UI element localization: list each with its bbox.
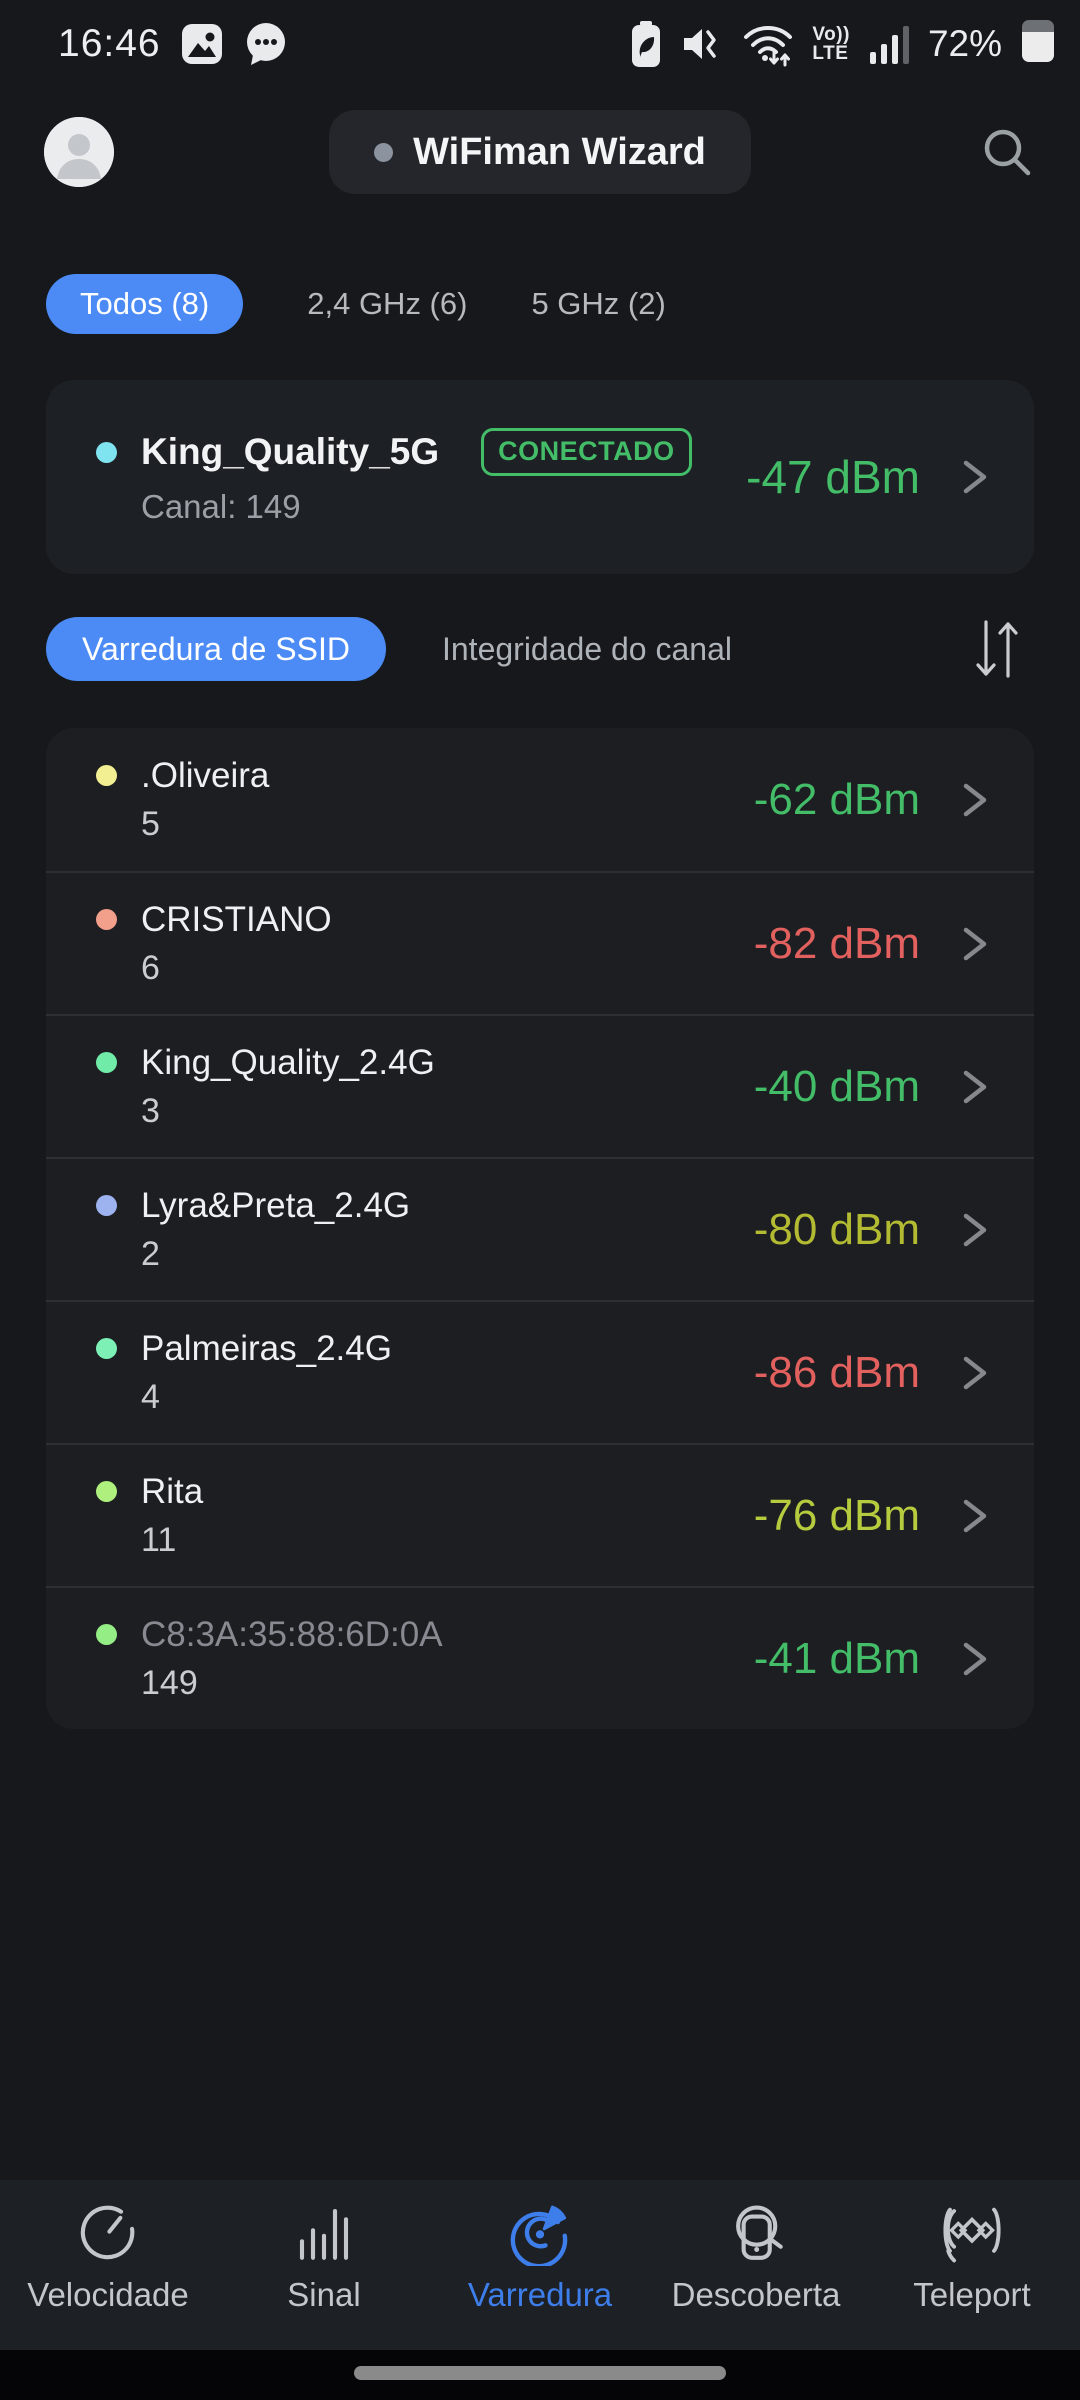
nav-label: Velocidade xyxy=(27,2276,189,2313)
network-channel: 4 xyxy=(141,1377,160,1416)
signal-bars-icon xyxy=(868,22,910,66)
sort-icon xyxy=(976,620,1018,678)
network-row[interactable]: Lyra&Preta_2.4G 2 -80 dBm xyxy=(46,1157,1034,1300)
network-row[interactable]: Rita 11 -76 dBm xyxy=(46,1443,1034,1586)
chevron-right-icon[interactable] xyxy=(944,1637,1006,1681)
chevron-right-icon[interactable] xyxy=(944,778,1006,822)
connected-network-name: King_Quality_5G xyxy=(141,431,440,472)
view-tabs-row: Varredura de SSID Integridade do canal xyxy=(46,616,1034,682)
network-dot xyxy=(96,1624,117,1645)
network-name: C8:3A:35:88:6D:0A xyxy=(141,1614,443,1654)
clock: 16:46 xyxy=(58,22,161,65)
network-channel: 2 xyxy=(141,1234,160,1273)
nav-item-teleport[interactable]: Teleport xyxy=(864,2200,1080,2350)
header: WiFiman Wizard xyxy=(0,104,1080,200)
signal-value: -41 dBm xyxy=(753,1633,920,1683)
signal-value: -86 dBm xyxy=(753,1347,920,1397)
nav-item-descoberta[interactable]: Descoberta xyxy=(648,2200,864,2350)
chevron-right-icon[interactable] xyxy=(944,1494,1006,1538)
discovery-icon xyxy=(736,2205,783,2260)
network-name: CRISTIANO xyxy=(141,899,332,939)
network-name: Rita xyxy=(141,1471,204,1511)
filter-all[interactable]: Todos (8) xyxy=(46,274,244,334)
signal-value: -40 dBm xyxy=(753,1061,920,1111)
network-channel: 5 xyxy=(141,804,160,843)
network-dot xyxy=(96,1481,117,1502)
wifi-arrows-icon xyxy=(742,21,794,67)
nav-label: Sinal xyxy=(287,2276,361,2313)
teleport-icon xyxy=(943,2207,1001,2263)
network-list: .Oliveira 5 -62 dBm CRISTIANO 6 -82 dBm xyxy=(46,728,1034,1729)
chevron-right-icon[interactable] xyxy=(944,1351,1006,1395)
filter-5ghz[interactable]: 5 GHz (2) xyxy=(531,286,666,321)
network-name: Lyra&Preta_2.4G xyxy=(141,1185,411,1225)
battery-percent: 72% xyxy=(927,23,1002,64)
nav-label: Varredura xyxy=(467,2276,613,2313)
network-name: Palmeiras_2.4G xyxy=(141,1328,392,1368)
network-dot xyxy=(96,1052,117,1073)
signal-value: -80 dBm xyxy=(753,1204,920,1254)
chevron-right-icon[interactable] xyxy=(944,1065,1006,1109)
network-dot xyxy=(96,441,117,463)
avatar[interactable] xyxy=(44,117,114,187)
chevron-right-icon[interactable] xyxy=(944,1208,1006,1252)
volte-icon: Vo)) LTE xyxy=(812,24,850,64)
nav-item-varredura[interactable]: Varredura xyxy=(432,2200,648,2350)
network-name: King_Quality_2.4G xyxy=(141,1042,435,1082)
status-bar: 16:46 xyxy=(0,0,1080,74)
tab-channel-health[interactable]: Integridade do canal xyxy=(441,630,732,667)
signal-value: -76 dBm xyxy=(753,1490,920,1540)
wizard-status-dot xyxy=(374,142,394,162)
network-dot xyxy=(96,1338,117,1359)
search-icon xyxy=(984,129,1031,176)
speedometer-icon xyxy=(80,2205,135,2260)
mute-icon xyxy=(680,22,724,66)
network-dot xyxy=(96,909,117,930)
network-dot xyxy=(96,765,117,786)
network-channel: 11 xyxy=(141,1520,177,1559)
signal-icon xyxy=(299,2208,349,2260)
battery-saver-icon xyxy=(630,21,662,67)
network-row[interactable]: Palmeiras_2.4G 4 -86 dBm xyxy=(46,1300,1034,1443)
connected-badge: CONECTADO xyxy=(481,428,692,476)
network-row[interactable]: King_Quality_2.4G 3 -40 dBm xyxy=(46,1014,1034,1157)
signal-value: -62 dBm xyxy=(753,774,920,824)
network-name: .Oliveira xyxy=(141,755,270,795)
gesture-handle[interactable] xyxy=(354,2366,726,2380)
network-channel: 6 xyxy=(141,948,160,987)
nav-item-sinal[interactable]: Sinal xyxy=(216,2200,432,2350)
connected-signal-value: -47 dBm xyxy=(746,451,920,503)
network-row[interactable]: CRISTIANO 6 -82 dBm xyxy=(46,871,1034,1014)
gallery-notification-icon xyxy=(181,23,223,65)
wifiman-wizard-button[interactable]: WiFiman Wizard xyxy=(329,110,751,194)
chevron-right-icon[interactable] xyxy=(944,922,1006,966)
connected-channel: Canal: 149 xyxy=(141,488,301,525)
network-channel: 3 xyxy=(141,1091,160,1130)
nav-label: Descoberta xyxy=(671,2276,841,2313)
filter-2-4ghz[interactable]: 2,4 GHz (6) xyxy=(307,286,468,321)
network-channel: 149 xyxy=(141,1663,198,1702)
network-row[interactable]: .Oliveira 5 -62 dBm xyxy=(46,728,1034,871)
nav-label: Teleport xyxy=(913,2276,1031,2313)
connected-network-card[interactable]: King_Quality_5G CONECTADO Canal: 149 -47… xyxy=(46,380,1034,574)
battery-icon xyxy=(1022,20,1054,68)
wizard-label: WiFiman Wizard xyxy=(413,130,706,173)
gesture-bar-area xyxy=(0,2350,1080,2400)
search-button[interactable] xyxy=(978,123,1036,181)
chat-notification-icon xyxy=(243,21,289,67)
nav-item-velocidade[interactable]: Velocidade xyxy=(0,2200,216,2350)
radar-icon xyxy=(510,2205,568,2266)
chevron-right-icon[interactable] xyxy=(944,455,1006,499)
tab-ssid-scan[interactable]: Varredura de SSID xyxy=(46,617,386,681)
signal-value: -82 dBm xyxy=(753,918,920,968)
network-row[interactable]: C8:3A:35:88:6D:0A 149 -41 dBm xyxy=(46,1586,1034,1729)
network-dot xyxy=(96,1195,117,1216)
sort-button[interactable] xyxy=(970,616,1020,682)
band-filter-row: Todos (8) 2,4 GHz (6) 5 GHz (2) xyxy=(46,274,1034,334)
bottom-nav: Velocidade Sinal Varredura xyxy=(0,2180,1080,2350)
